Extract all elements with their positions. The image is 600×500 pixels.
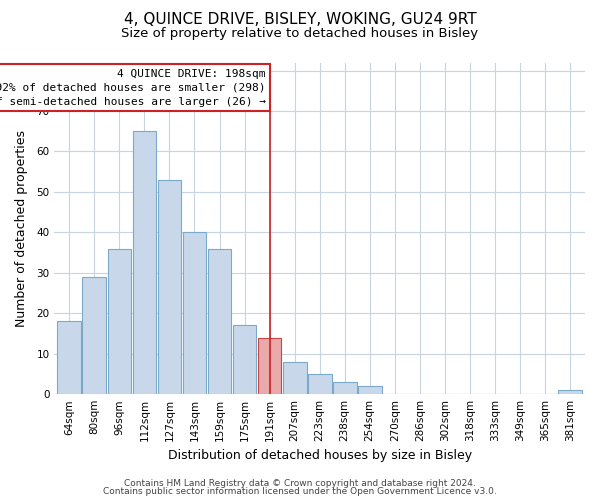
Text: 4, QUINCE DRIVE, BISLEY, WOKING, GU24 9RT: 4, QUINCE DRIVE, BISLEY, WOKING, GU24 9R… bbox=[124, 12, 476, 28]
Bar bbox=[358, 386, 382, 394]
Text: Contains public sector information licensed under the Open Government Licence v3: Contains public sector information licen… bbox=[103, 487, 497, 496]
Text: 4 QUINCE DRIVE: 198sqm
← 92% of detached houses are smaller (298)
8% of semi-det: 4 QUINCE DRIVE: 198sqm ← 92% of detached… bbox=[0, 68, 266, 106]
Bar bbox=[308, 374, 332, 394]
Bar bbox=[107, 248, 131, 394]
Bar bbox=[58, 322, 81, 394]
Bar bbox=[133, 132, 157, 394]
Bar bbox=[208, 248, 232, 394]
Y-axis label: Number of detached properties: Number of detached properties bbox=[15, 130, 28, 327]
X-axis label: Distribution of detached houses by size in Bisley: Distribution of detached houses by size … bbox=[167, 450, 472, 462]
Bar bbox=[233, 326, 256, 394]
Text: Size of property relative to detached houses in Bisley: Size of property relative to detached ho… bbox=[121, 28, 479, 40]
Bar bbox=[333, 382, 356, 394]
Bar bbox=[558, 390, 582, 394]
Bar bbox=[158, 180, 181, 394]
Text: Contains HM Land Registry data © Crown copyright and database right 2024.: Contains HM Land Registry data © Crown c… bbox=[124, 478, 476, 488]
Bar bbox=[182, 232, 206, 394]
Bar bbox=[258, 338, 281, 394]
Bar bbox=[283, 362, 307, 394]
Bar bbox=[82, 277, 106, 394]
